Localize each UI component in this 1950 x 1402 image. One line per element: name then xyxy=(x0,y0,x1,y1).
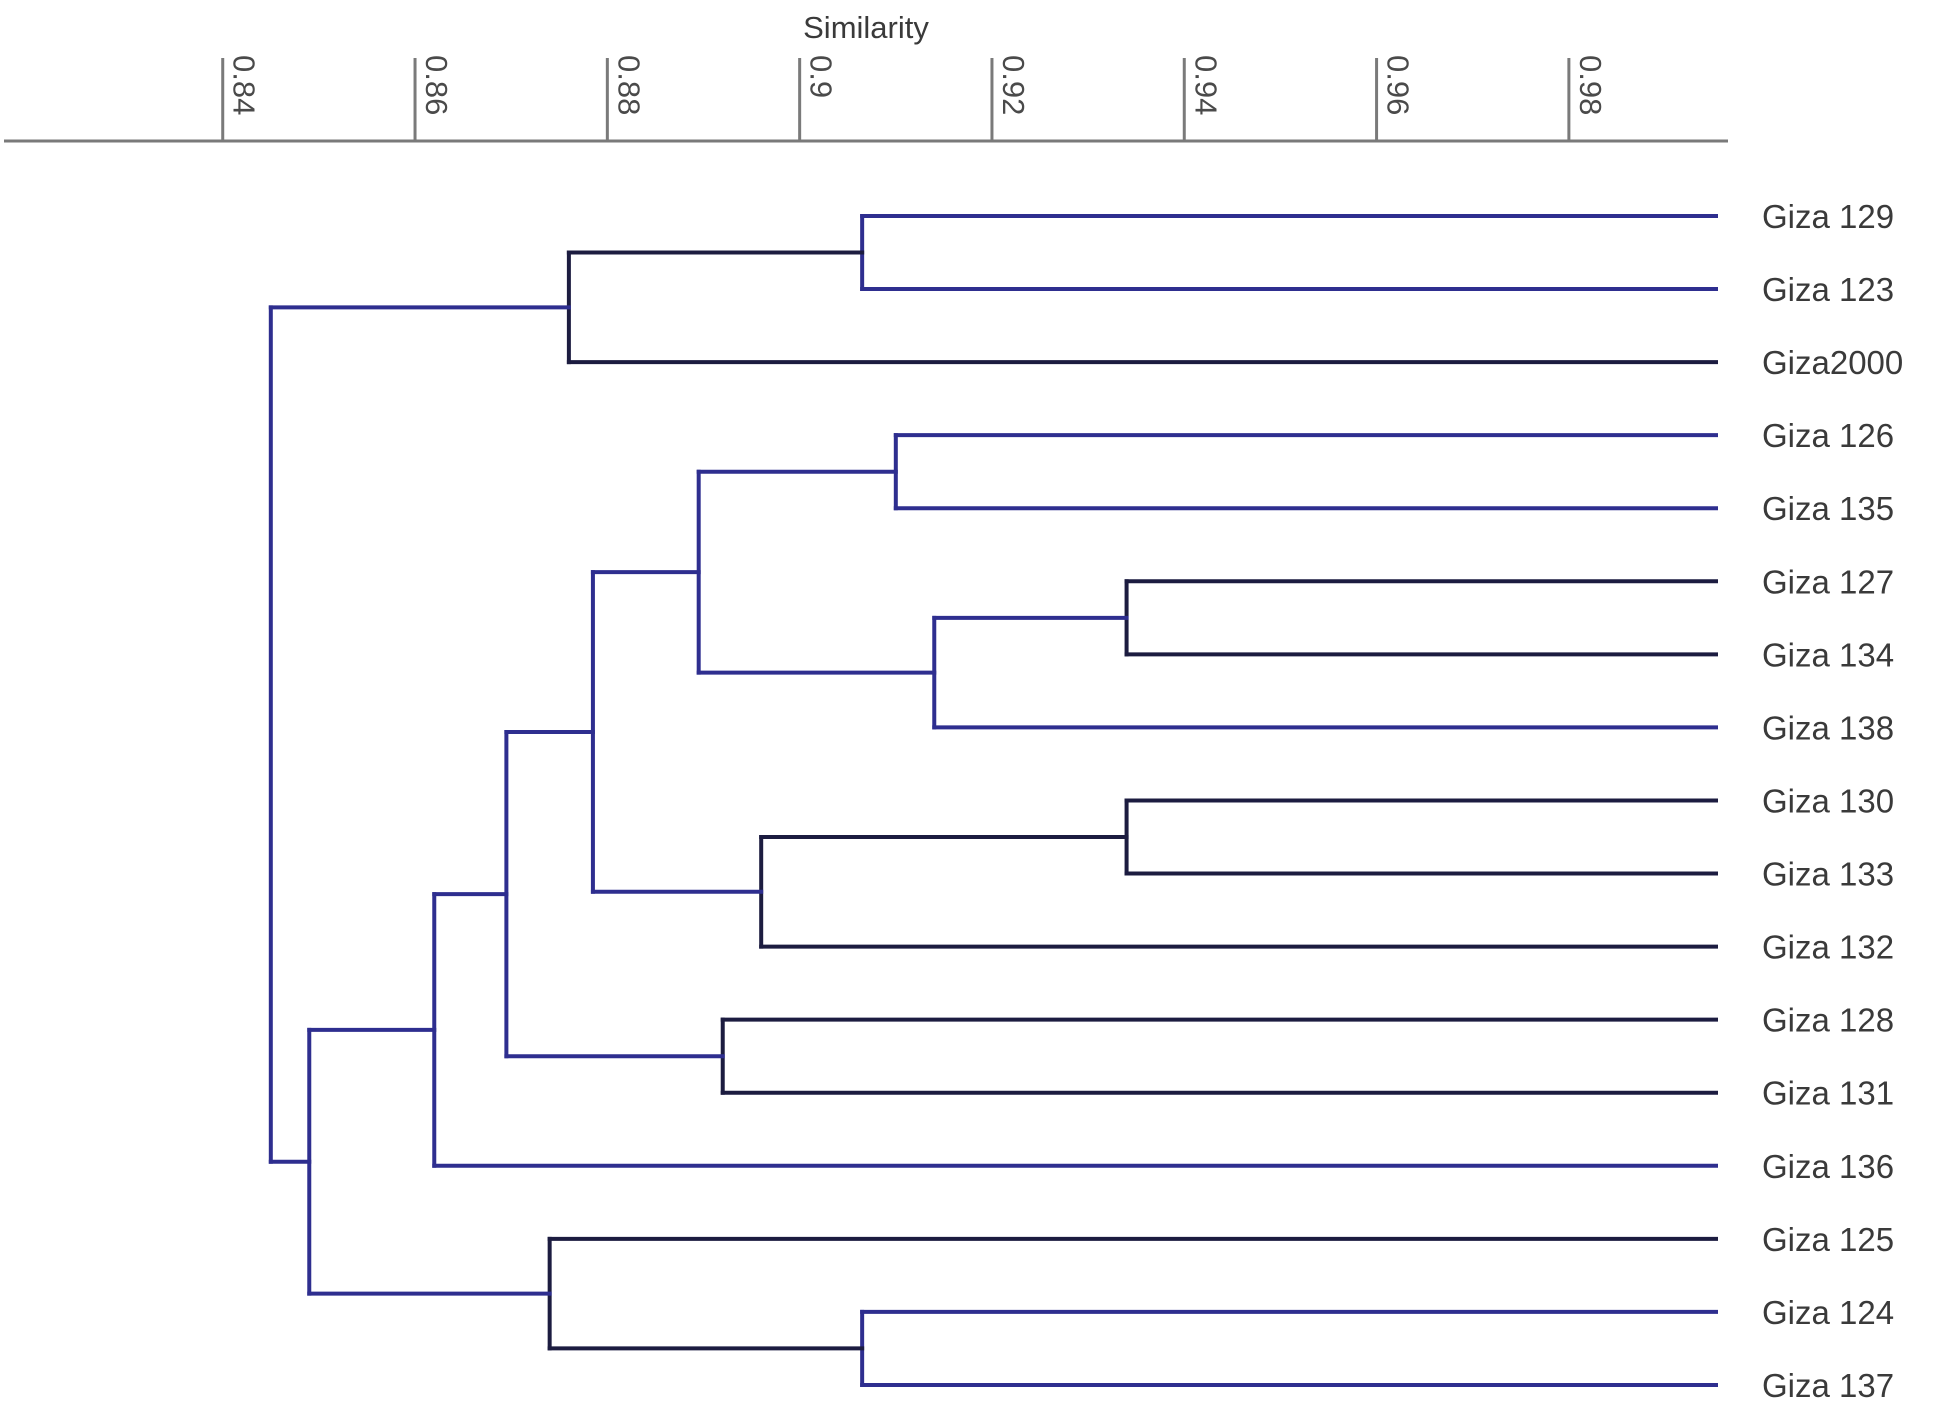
leaf-label: Giza 123 xyxy=(1762,271,1894,308)
axis-tick-label: 0.86 xyxy=(419,55,454,115)
leaf-label: Giza 133 xyxy=(1762,856,1894,893)
leaf-label: Giza 127 xyxy=(1762,563,1894,600)
leaf-label: Giza 129 xyxy=(1762,198,1894,235)
leaf-label: Giza2000 xyxy=(1762,344,1903,381)
axis-title: Similarity xyxy=(803,10,929,45)
axis-tick-label: 0.94 xyxy=(1188,55,1223,115)
dendrogram-branches xyxy=(268,214,1718,1387)
leaf-label: Giza 132 xyxy=(1762,929,1894,966)
leaf-label: Giza 136 xyxy=(1762,1148,1894,1185)
axis-tick-label: 0.92 xyxy=(996,55,1031,115)
axis-tick-label: 0.88 xyxy=(611,55,646,115)
axis-tick-label: 0.96 xyxy=(1381,55,1416,115)
leaf-label: Giza 135 xyxy=(1762,490,1894,527)
axis-tick-label: 0.84 xyxy=(227,55,262,115)
leaf-label: Giza 128 xyxy=(1762,1002,1894,1039)
axis-ticks: 0.84 0.86 0.88 0.9 0.92 0.94 0.96 0.98 xyxy=(221,55,1608,141)
leaf-label: Giza 138 xyxy=(1762,709,1894,746)
leaf-label: Giza 130 xyxy=(1762,782,1894,819)
leaf-label: Giza 134 xyxy=(1762,636,1894,673)
leaf-label: Giza 125 xyxy=(1762,1221,1894,1258)
axis-tick-label: 0.98 xyxy=(1573,55,1608,115)
leaf-label: Giza 131 xyxy=(1762,1075,1894,1112)
leaf-label: Giza 126 xyxy=(1762,417,1894,454)
leaf-label: Giza 124 xyxy=(1762,1294,1894,1331)
leaf-labels: Giza 129 Giza 123 Giza2000 Giza 126 Giza 135… xyxy=(1762,198,1903,1402)
similarity-axis: Similarity 0.84 0.86 0.88 0.9 0.92 0.94 0.96 0.… xyxy=(4,10,1728,143)
leaf-label: Giza 137 xyxy=(1762,1367,1894,1402)
axis-tick-label: 0.9 xyxy=(804,55,839,98)
